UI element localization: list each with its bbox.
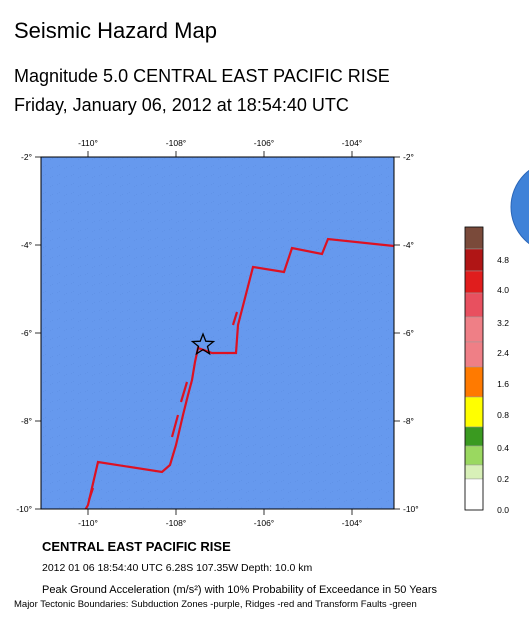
legend-label: 0.4 <box>497 443 509 453</box>
lat-label-left: -10° <box>16 504 32 514</box>
ridge-segment <box>170 414 180 438</box>
event-details: 2012 01 06 18:54:40 UTC 6.28S 107.35W De… <box>42 562 313 574</box>
lon-label-bottom: -104° <box>342 518 362 528</box>
legend-swatch <box>464 478 484 511</box>
pga-color-scale: 4.8 4.0 3.2 2.4 1.6 0.8 0.4 0.2 0.0 <box>464 226 509 515</box>
region-name: CENTRAL EAST PACIFIC RISE <box>42 539 231 554</box>
legend-swatch <box>464 292 484 318</box>
lon-label-bottom: -108° <box>166 518 186 528</box>
lat-label-right: -6° <box>403 328 414 338</box>
legend-label: 0.2 <box>497 474 509 484</box>
legend-swatch <box>464 426 484 447</box>
ridge-segment <box>87 487 95 501</box>
ridge-segment <box>231 311 239 326</box>
pga-description: Peak Ground Acceleration (m/s²) with 10%… <box>42 584 437 596</box>
map-title: Seismic Hazard Map <box>14 18 217 43</box>
legend-swatch <box>464 366 484 398</box>
legend-label: 3.2 <box>497 318 509 328</box>
legend-label: 0.0 <box>497 505 509 515</box>
tectonic-boundaries-note: Major Tectonic Boundaries: Subduction Zo… <box>14 599 417 610</box>
legend-swatch <box>464 270 484 294</box>
lon-label-bottom: -106° <box>254 518 274 528</box>
lat-label-left: -4° <box>21 240 32 250</box>
legend-swatch <box>464 341 484 368</box>
star-icon <box>190 332 216 356</box>
legend-label: 1.6 <box>497 379 509 389</box>
legend-label: 4.8 <box>497 255 509 265</box>
event-date-line: Friday, January 06, 2012 at 18:54:40 UTC <box>14 95 349 115</box>
legend-label: 4.0 <box>497 285 509 295</box>
lat-label-left: -6° <box>21 328 32 338</box>
lat-label-right: -10° <box>403 504 419 514</box>
legend-swatch <box>464 396 484 428</box>
legend-swatch <box>464 248 484 272</box>
globe-inset <box>511 170 529 244</box>
lon-label-top: -110° <box>78 138 98 148</box>
seismic-map: -110° -108° -106° -104° -110° -108° -106… <box>16 138 529 528</box>
legend-swatch <box>464 226 484 250</box>
legend-swatch <box>464 445 484 466</box>
lat-label-left: -8° <box>21 416 32 426</box>
lon-label-top: -104° <box>342 138 362 148</box>
legend-swatch <box>464 316 484 343</box>
lon-label-bottom: -110° <box>78 518 98 528</box>
lat-label-right: -4° <box>403 240 414 250</box>
event-magnitude-line: Magnitude 5.0 CENTRAL EAST PACIFIC RISE <box>14 66 390 86</box>
lon-label-top: -106° <box>254 138 274 148</box>
legend-label: 0.8 <box>497 410 509 420</box>
lat-label-right: -2° <box>403 152 414 162</box>
legend-swatch <box>464 464 484 480</box>
ridge-segment <box>179 381 189 403</box>
legend-label: 2.4 <box>497 348 509 358</box>
lat-label-left: -2° <box>21 152 32 162</box>
lon-label-top: -108° <box>166 138 186 148</box>
lat-label-right: -8° <box>403 416 414 426</box>
